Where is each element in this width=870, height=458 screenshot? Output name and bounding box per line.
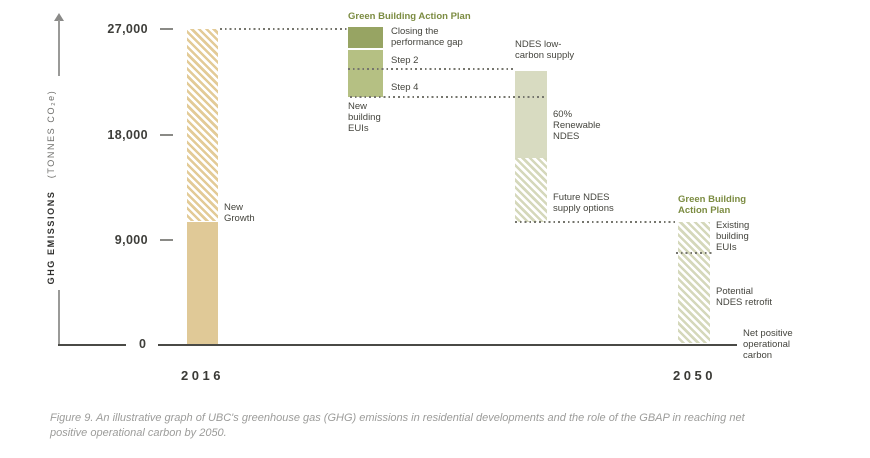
y-axis-label: GHG EMISSIONS (TONNES CO₂e) xyxy=(46,87,60,287)
label-closing-performance-gap: Closing the performance gap xyxy=(391,26,463,48)
gbap-title-existing-buildings: Green Building Action Plan xyxy=(678,194,747,216)
connector-step4 xyxy=(350,96,547,98)
y-tick-18000: 18,000 xyxy=(107,128,148,142)
x-tick-2050: 2050 xyxy=(673,368,716,383)
bar-closing-performance-gap xyxy=(348,27,383,48)
y-tick-dash-9000 xyxy=(160,239,173,241)
label-existing-building-euis: Existing building EUIs xyxy=(716,220,750,253)
bar-new-growth xyxy=(187,29,218,221)
figure-caption: Figure 9. An illustrative graph of UBC's… xyxy=(50,412,745,439)
label-step4: Step 4 xyxy=(391,82,419,93)
y-axis-arrow-icon xyxy=(54,13,64,21)
y-axis-label-bold: GHG EMISSIONS xyxy=(46,190,56,285)
y-axis-label-units: (TONNES CO₂e) xyxy=(46,89,56,179)
y-tick-9000: 9,000 xyxy=(114,233,148,247)
label-potential-ndes-retrofit: Potential NDES retrofit xyxy=(716,286,772,308)
label-future-ndes-supply-options: Future NDES supply options xyxy=(553,192,614,214)
label-net-positive-operational-carbon: Net positive operational carbon xyxy=(743,328,793,361)
bar-2016-emissions xyxy=(187,222,218,344)
y-axis-line xyxy=(58,290,60,345)
y-tick-dash-18000 xyxy=(160,134,173,136)
gbap-title-new-buildings: Green Building Action Plan xyxy=(348,11,471,22)
bar-renewable-ndes xyxy=(515,71,547,158)
label-new-building-euis: New building EUIs xyxy=(348,101,381,134)
y-axis-arrow-line xyxy=(58,20,60,76)
x-axis-line-left xyxy=(58,344,126,346)
label-new-growth: New Growth xyxy=(224,202,255,224)
connector-existing-euis xyxy=(676,252,714,254)
bar-future-ndes-options xyxy=(515,158,547,222)
x-tick-2016: 2016 xyxy=(181,368,224,383)
bar-step2-step4 xyxy=(348,50,383,97)
label-ndes-low-carbon-supply: NDES low- carbon supply xyxy=(515,39,575,61)
label-60pct-renewable-ndes: 60% Renewable NDES xyxy=(553,109,601,142)
connector-27000 xyxy=(220,28,348,30)
y-tick-dash-27000 xyxy=(160,28,173,30)
x-axis-line xyxy=(158,344,737,346)
y-tick-27000: 27,000 xyxy=(107,22,148,36)
bar-2050-gbap-reductions xyxy=(678,222,710,343)
connector-ndes-to-2050 xyxy=(515,221,678,223)
connector-step2 xyxy=(348,68,515,70)
y-tick-0: 0 xyxy=(139,337,146,351)
label-step2: Step 2 xyxy=(391,55,419,66)
